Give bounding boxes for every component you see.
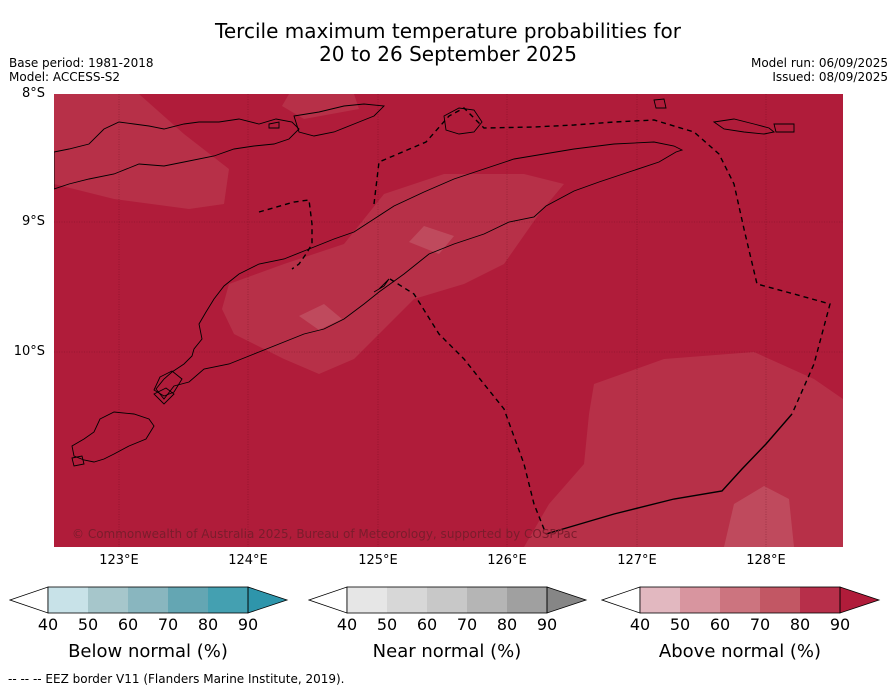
probability-patch-northwest [54, 94, 229, 209]
model-run: Model run: 06/09/2025 [750, 56, 888, 70]
lon-label-128e: 128°E [746, 553, 786, 568]
map-svg [54, 94, 843, 547]
above-tick-60: 60 [709, 615, 731, 634]
legend-title-above: Above normal (%) [658, 641, 822, 662]
small-island-1 [153, 387, 175, 405]
title-line-1: Tercile maximum temperature probabilitie… [215, 19, 681, 43]
near-tick-50: 50 [376, 615, 398, 634]
lon-label-124e: 124°E [228, 553, 268, 568]
wetar-island [443, 107, 483, 135]
timor-coastline [155, 141, 684, 400]
lon-label-123e: 123°E [99, 553, 139, 568]
near-tick-60: 60 [416, 615, 438, 634]
legend-colorbar-below [9, 586, 289, 614]
below-tick-80: 80 [197, 615, 219, 634]
alor-island [293, 103, 385, 137]
legend-title-near: Near normal (%) [372, 641, 522, 662]
issued-date: Issued: 08/09/2025 [772, 70, 888, 84]
probability-map: © Commonwealth of Australia 2025, Bureau… [54, 94, 843, 547]
lon-label-125e: 125°E [358, 553, 398, 568]
title-line-2: 20 to 26 September 2025 [319, 42, 577, 66]
near-tick-40: 40 [336, 615, 358, 634]
lat-label-9s: 9°S [21, 214, 45, 229]
eez-border [258, 107, 831, 535]
below-tick-40: 40 [37, 615, 59, 634]
above-tick-70: 70 [749, 615, 771, 634]
savu-island [71, 411, 155, 463]
probability-patch-central-band [222, 174, 564, 374]
below-tick-50: 50 [77, 615, 99, 634]
small-island-4 [268, 121, 280, 129]
lon-label-126e: 126°E [487, 553, 527, 568]
lat-label-10s: 10°S [13, 344, 45, 359]
legend-colorbar-near [308, 586, 588, 614]
legend-below-normal [9, 586, 289, 614]
lat-label-8s: 8°S [21, 86, 45, 101]
probability-patch-north [282, 94, 359, 119]
below-tick-70: 70 [157, 615, 179, 634]
rote-island [153, 370, 183, 397]
legend-title-below: Below normal (%) [68, 641, 228, 662]
legend-colorbar-above [601, 586, 881, 614]
below-tick-60: 60 [117, 615, 139, 634]
base-period: Base period: 1981-2018 [9, 56, 154, 70]
above-tick-50: 50 [669, 615, 691, 634]
eastern-island-2 [773, 123, 795, 133]
above-tick-90: 90 [829, 615, 851, 634]
legend-above-normal [601, 586, 881, 614]
eez-footer-note: -- -- -- EEZ border V11 (Flanders Marine… [8, 672, 345, 686]
meta-left: Base period: 1981-2018 Model: ACCESS-S2 [9, 56, 154, 84]
lon-label-127e: 127°E [617, 553, 657, 568]
legend-near-normal [308, 586, 588, 614]
near-tick-70: 70 [456, 615, 478, 634]
meta-right: Model run: 06/09/2025 Issued: 08/09/2025 [751, 56, 888, 84]
probability-patch-lightest-1 [409, 226, 454, 254]
copyright-notice: © Commonwealth of Australia 2025, Bureau… [72, 527, 578, 541]
near-tick-90: 90 [536, 615, 558, 634]
map-title: Tercile maximum temperature probabilitie… [0, 20, 896, 66]
eastern-islands [712, 118, 776, 135]
probability-patch-southeast-light [724, 486, 794, 547]
near-tick-80: 80 [496, 615, 518, 634]
above-tick-80: 80 [789, 615, 811, 634]
probability-patch-lightest-2 [299, 304, 342, 330]
small-island-3 [653, 98, 667, 109]
flores-coastline [54, 118, 300, 190]
small-island-2 [71, 455, 85, 467]
coastlines [54, 98, 795, 467]
timor-border [373, 278, 390, 293]
below-tick-90: 90 [237, 615, 259, 634]
model-name: Model: ACCESS-S2 [9, 70, 121, 84]
above-tick-40: 40 [629, 615, 651, 634]
